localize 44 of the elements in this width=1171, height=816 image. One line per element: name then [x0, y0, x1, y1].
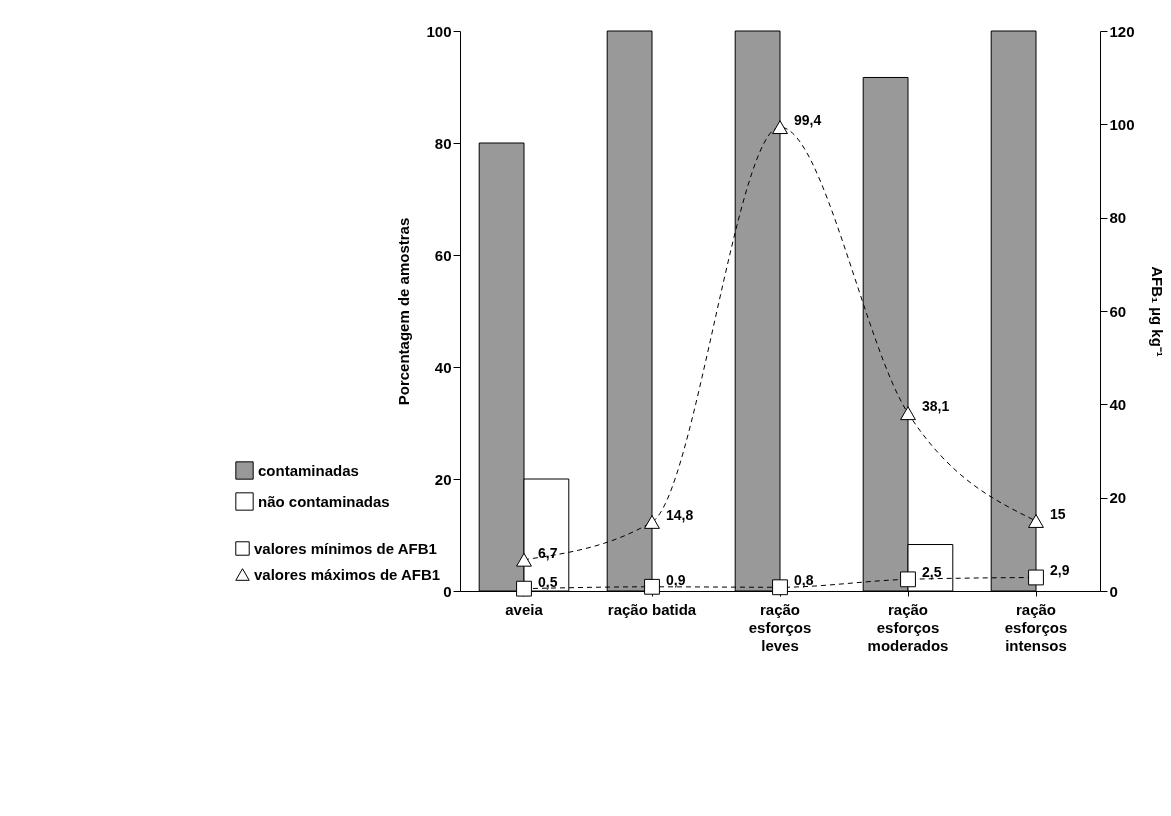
y-tick-label: 40	[434, 358, 452, 376]
point	[516, 580, 532, 597]
point	[900, 406, 916, 421]
point	[644, 515, 660, 529]
y-axis-title: Porcentagem de amostras	[395, 217, 413, 406]
point	[900, 571, 916, 588]
x-tick-label: aveia	[505, 600, 544, 618]
x-tick-label: ração esforços leves	[748, 600, 812, 654]
x-tick-label: ração esforços intensos	[1004, 600, 1068, 654]
point	[772, 579, 788, 596]
legend-label: contaminadas	[258, 461, 359, 479]
data-label: 15	[1050, 506, 1066, 522]
data-label: 0,9	[666, 571, 686, 588]
y2-axis-title: AFB₁ µg kg⁻¹	[1148, 266, 1166, 357]
y2-tick-label: 80	[1109, 209, 1127, 227]
data-label: 2,5	[922, 564, 942, 581]
y2-tick-label: 0	[1109, 582, 1118, 600]
data-label: 6,7	[538, 544, 558, 561]
legend-label: não contaminadas	[258, 492, 390, 510]
y2-tick-label: 100	[1109, 115, 1135, 133]
y-tick-label: 20	[434, 470, 452, 488]
point	[1028, 569, 1044, 586]
y-tick-label: 100	[426, 22, 452, 40]
legend-label: valores máximos de AFB1	[254, 565, 441, 583]
point	[644, 578, 660, 595]
y-tick-label: 80	[434, 134, 452, 152]
y2-tick-label: 20	[1109, 489, 1127, 507]
y-tick-label: 0	[443, 582, 452, 600]
data-label: 38,1	[922, 398, 950, 415]
x-tick-label: ração esforços moderados	[867, 600, 949, 654]
point	[516, 552, 532, 567]
point	[1028, 514, 1044, 528]
data-label: 99,4	[794, 112, 822, 129]
data-label: 2,9	[1050, 562, 1070, 579]
point	[772, 120, 788, 135]
y2-tick-label: 60	[1109, 302, 1127, 320]
x-tick-label: ração batida	[607, 600, 697, 618]
legend-label: valores mínimos de AFB1	[254, 539, 437, 557]
data-label: 0,8	[794, 572, 814, 589]
y-tick-label: 60	[434, 246, 452, 264]
data-label: 14,8	[666, 506, 694, 523]
y2-tick-label: 120	[1109, 22, 1135, 40]
y2-tick-label: 40	[1109, 395, 1127, 413]
data-label: 0,5	[538, 573, 558, 590]
